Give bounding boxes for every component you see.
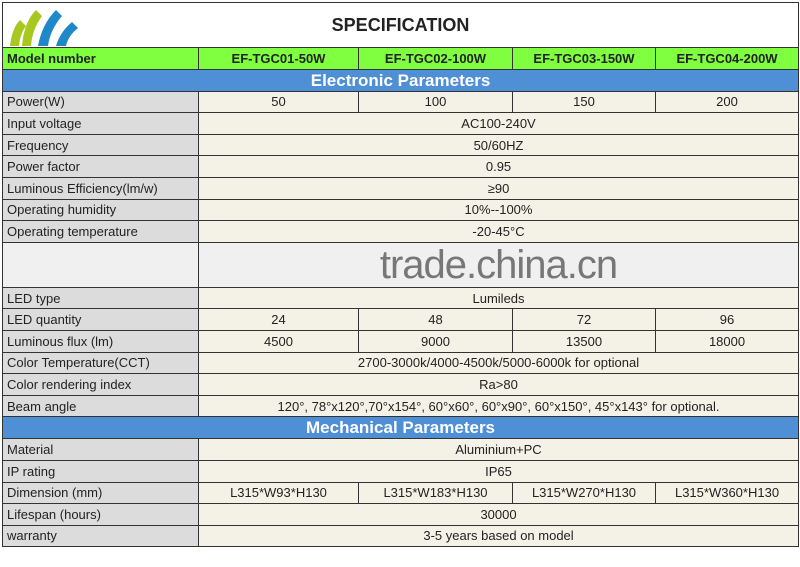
row-value: 120°, 78°x120°,70°x154°, 60°x60°, 60°x90… bbox=[197, 394, 800, 418]
row-value: 150 bbox=[512, 90, 656, 114]
row-value: 2700-3000k/4000-4500k/5000-6000k for opt… bbox=[197, 351, 800, 375]
row-value: Aluminium+PC bbox=[197, 438, 800, 461]
row-value: 50/60HZ bbox=[197, 133, 800, 157]
watermark: trade.china.cn bbox=[379, 242, 618, 287]
model-cell: EF-TGC01-50W bbox=[198, 47, 359, 70]
table-row: Luminous flux (lm) 4500 9000 13500 18000 bbox=[2, 329, 800, 353]
table-row: warranty 3-5 years based on model bbox=[2, 524, 800, 548]
row-value: ≥90 bbox=[197, 176, 800, 200]
row-value: trade.china.cn bbox=[197, 241, 800, 288]
row-value: 30000 bbox=[197, 503, 800, 526]
row-label: Lifespan (hours) bbox=[2, 503, 199, 526]
row-label bbox=[2, 241, 199, 288]
row-label: Power(W) bbox=[2, 90, 199, 114]
row-value: 3-5 years based on model bbox=[197, 524, 800, 548]
table-row: Lifespan (hours) 30000 bbox=[2, 503, 800, 526]
section-header: Mechanical Parameters bbox=[1, 416, 800, 440]
model-cell: EF-TGC04-200W bbox=[654, 47, 800, 70]
row-label: Beam angle bbox=[2, 394, 199, 418]
row-value: Ra>80 bbox=[197, 373, 800, 396]
row-value: L315*W270*H130 bbox=[512, 481, 656, 505]
table-row: Material Aluminium+PC bbox=[2, 438, 800, 461]
row-value: 48 bbox=[358, 308, 513, 331]
table-row: Frequency 50/60HZ bbox=[2, 133, 800, 157]
row-value: IP65 bbox=[197, 459, 800, 483]
model-cell: EF-TGC02-100W bbox=[358, 47, 513, 70]
table-row: IP rating IP65 bbox=[2, 459, 800, 483]
row-value: Lumileds bbox=[197, 286, 800, 310]
row-label: Dimension (mm) bbox=[2, 481, 199, 505]
row-label: Frequency bbox=[2, 133, 199, 157]
row-label: Power factor bbox=[2, 155, 199, 178]
model-cell: EF-TGC03-150W bbox=[512, 47, 656, 70]
table-row: trade.china.cn bbox=[2, 241, 800, 288]
row-value: 96 bbox=[654, 308, 800, 331]
model-label: Model number bbox=[2, 47, 199, 70]
row-label: Color rendering index bbox=[2, 373, 199, 396]
row-value: 10%--100% bbox=[197, 198, 800, 222]
logo bbox=[10, 10, 78, 46]
row-label: LED quantity bbox=[2, 308, 199, 331]
row-value: L315*W183*H130 bbox=[358, 481, 513, 505]
row-label: warranty bbox=[2, 524, 199, 548]
row-value: 72 bbox=[512, 308, 656, 331]
section-header: Electronic Parameters bbox=[1, 68, 800, 92]
row-value: 100 bbox=[358, 90, 513, 114]
table-row: Color Temperature(CCT) 2700-3000k/4000-45… bbox=[2, 351, 800, 375]
table-row: Input voltage AC100-240V bbox=[2, 112, 800, 135]
table-row: LED quantity 24 48 72 96 bbox=[2, 308, 800, 331]
section-title: Electronic Parameters bbox=[1, 68, 800, 92]
row-label: Operating temperature bbox=[2, 220, 199, 243]
spec-table: SPECIFICATION Model number EF-TGC01-50W … bbox=[1, 2, 800, 548]
row-label: Luminous Efficiency(lm/w) bbox=[2, 176, 199, 200]
table-row: Luminous Efficiency(lm/w) ≥90 bbox=[2, 176, 800, 200]
row-label: Luminous flux (lm) bbox=[2, 329, 199, 353]
row-label: Color Temperature(CCT) bbox=[2, 351, 199, 375]
row-label: Input voltage bbox=[2, 112, 199, 135]
row-label: Material bbox=[2, 438, 199, 461]
page-title: SPECIFICATION bbox=[1, 2, 800, 48]
row-label: Operating humidity bbox=[2, 198, 199, 222]
row-value: AC100-240V bbox=[197, 112, 800, 135]
row-value: 200 bbox=[654, 90, 800, 114]
row-label: LED type bbox=[2, 286, 199, 310]
row-value: 24 bbox=[198, 308, 359, 331]
row-value: 50 bbox=[198, 90, 359, 114]
table-row: Dimension (mm) L315*W93*H130 L315*W183*H13… bbox=[2, 481, 800, 505]
table-row: Operating humidity 10%--100% bbox=[2, 198, 800, 222]
row-label: IP rating bbox=[2, 459, 199, 483]
row-value: -20-45°C bbox=[197, 220, 800, 243]
table-row: LED type Lumileds bbox=[2, 286, 800, 310]
table-row: Operating temperature -20-45°C bbox=[2, 220, 800, 243]
row-value: 13500 bbox=[512, 329, 656, 353]
table-row: Power(W) 50 100 150 200 bbox=[2, 90, 800, 114]
row-value: 4500 bbox=[198, 329, 359, 353]
section-title: Mechanical Parameters bbox=[1, 416, 800, 440]
row-value: L315*W93*H130 bbox=[198, 481, 359, 505]
row-value: 18000 bbox=[654, 329, 800, 353]
table-row: Beam angle 120°, 78°x120°,70°x154°, 60°x6… bbox=[2, 394, 800, 418]
row-value: 9000 bbox=[358, 329, 513, 353]
row-value: 0.95 bbox=[197, 155, 800, 178]
table-row: Color rendering index Ra>80 bbox=[2, 373, 800, 396]
table-row: Power factor 0.95 bbox=[2, 155, 800, 178]
row-value: L315*W360*H130 bbox=[654, 481, 800, 505]
